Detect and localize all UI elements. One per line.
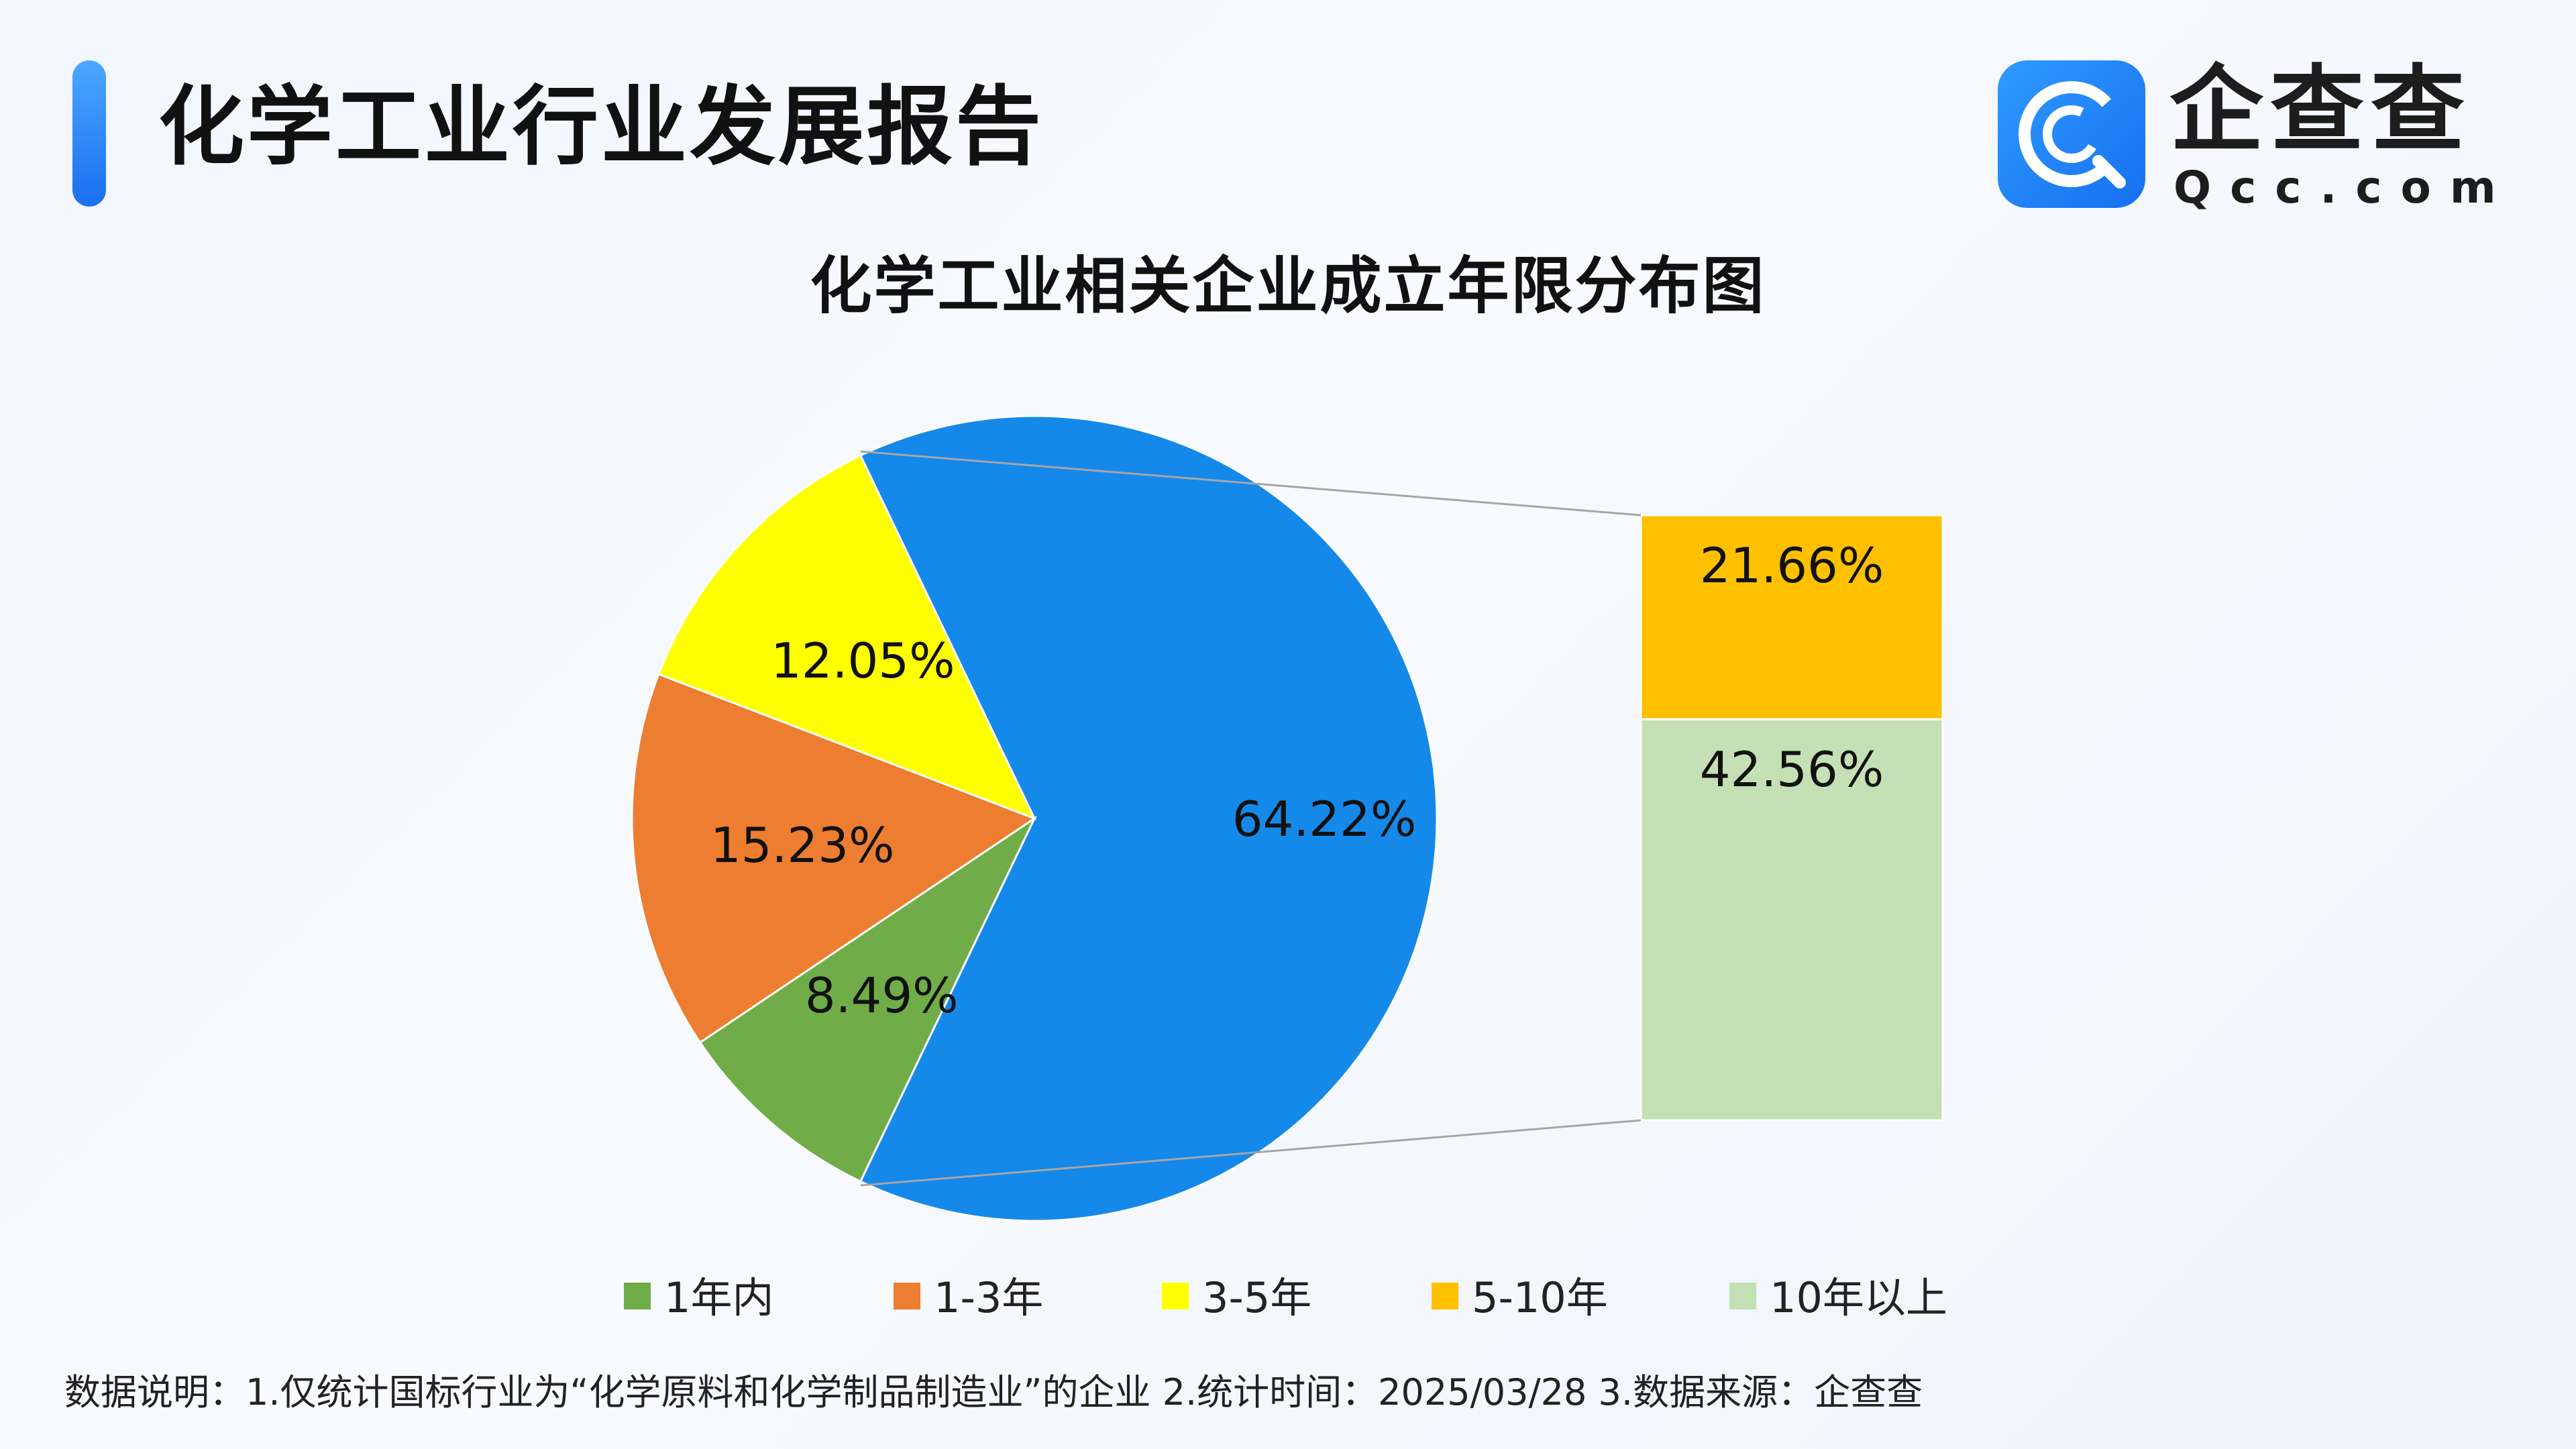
legend-label-0: 1年内 [664,1273,773,1322]
pie-slice-2 [631,672,1037,1044]
bar-segment-0 [1640,514,1944,720]
legend-label-3: 5-10年 [1472,1273,1608,1322]
title-accent-bar [72,60,106,207]
pie-label-2: 15.23% [710,817,895,873]
legend-label-2: 3-5年 [1202,1273,1311,1322]
logo-subtext: Qcc.com [2174,162,2515,213]
pie-slice-3 [657,453,1036,820]
connector-line-bottom [860,1119,1642,1187]
pie-label-3: 12.05% [771,633,955,689]
pie-slice-0 [859,415,1438,1222]
legend-swatch-3 [1432,1283,1458,1309]
legend-swatch-1 [894,1283,920,1309]
pie-label-1: 8.49% [805,967,959,1024]
bar-label-1: 42.56% [1700,741,1884,798]
qcc-logo-icon [1998,60,2145,208]
legend-swatch-2 [1162,1283,1189,1309]
chart-title: 化学工业相关企业成立年限分布图 [810,250,1766,322]
legend-swatch-4 [1729,1283,1756,1309]
logo-text: 企查查 [2169,56,2472,165]
bar-label-0: 21.66% [1700,537,1884,594]
bar-segment-1 [1640,718,1944,1122]
legend-label-1: 1-3年 [934,1273,1043,1322]
footer-note: 数据说明：1.仅统计国标行业为“化学原料和化学制品制造业”的企业 2.统计时间：… [64,1371,1923,1413]
connector-line-top [860,450,1642,517]
pie-slice-1 [698,815,1037,1183]
qcc-logo: 企查查 Qcc.com [1998,60,2496,213]
report-title: 化学工业行业发展报告 [158,77,1044,177]
legend-label-4: 10年以上 [1770,1273,1947,1322]
legend-swatch-0 [624,1283,651,1309]
pie-label-0: 64.22% [1232,791,1417,847]
